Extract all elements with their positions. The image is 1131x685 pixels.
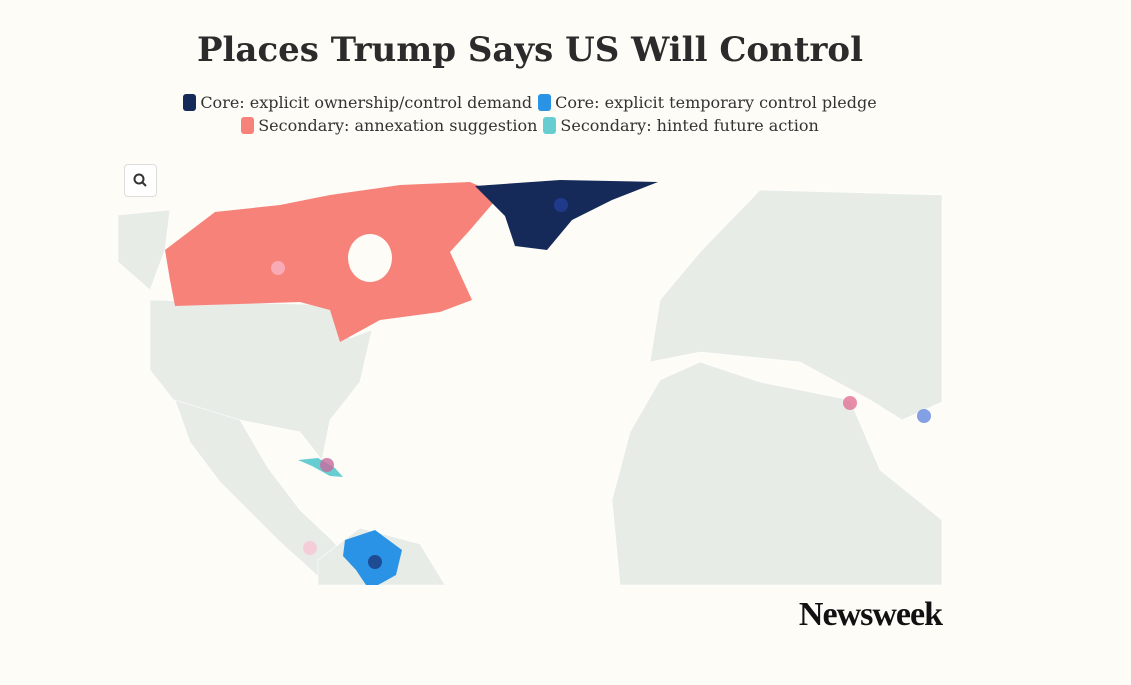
marker[interactable] bbox=[271, 261, 285, 275]
hudson-bay bbox=[348, 234, 392, 282]
brand-logo: Newsweek bbox=[798, 596, 943, 633]
legend-item: Core: explicit temporary control pledge bbox=[538, 91, 877, 114]
title: Places Trump Says US Will Control bbox=[196, 30, 864, 70]
legend-swatch bbox=[241, 117, 255, 134]
search-button[interactable] bbox=[124, 164, 157, 197]
legend: Core: explicit ownership/control demand C… bbox=[150, 91, 910, 137]
marker[interactable] bbox=[303, 541, 317, 555]
marker[interactable] bbox=[368, 555, 382, 569]
legend-item: Secondary: hinted future action bbox=[543, 114, 819, 137]
legend-label: Secondary: hinted future action bbox=[560, 116, 819, 135]
legend-label: Core: explicit ownership/control demand bbox=[200, 93, 533, 112]
marker[interactable] bbox=[917, 409, 931, 423]
marker[interactable] bbox=[554, 198, 568, 212]
legend-label: Core: explicit temporary control pledge bbox=[555, 93, 877, 112]
marker[interactable] bbox=[843, 396, 857, 410]
greenland bbox=[475, 180, 658, 250]
legend-swatch bbox=[538, 94, 552, 111]
land bbox=[117, 189, 943, 586]
legend-item: Secondary: annexation suggestion bbox=[241, 114, 537, 137]
legend-swatch bbox=[183, 94, 197, 111]
legend-swatch bbox=[543, 117, 557, 134]
markers bbox=[271, 198, 931, 569]
search-icon bbox=[133, 173, 147, 187]
marker[interactable] bbox=[320, 458, 334, 472]
legend-item: Core: explicit ownership/control demand bbox=[183, 91, 532, 114]
canada bbox=[165, 182, 500, 342]
legend-label: Secondary: annexation suggestion bbox=[258, 116, 538, 135]
